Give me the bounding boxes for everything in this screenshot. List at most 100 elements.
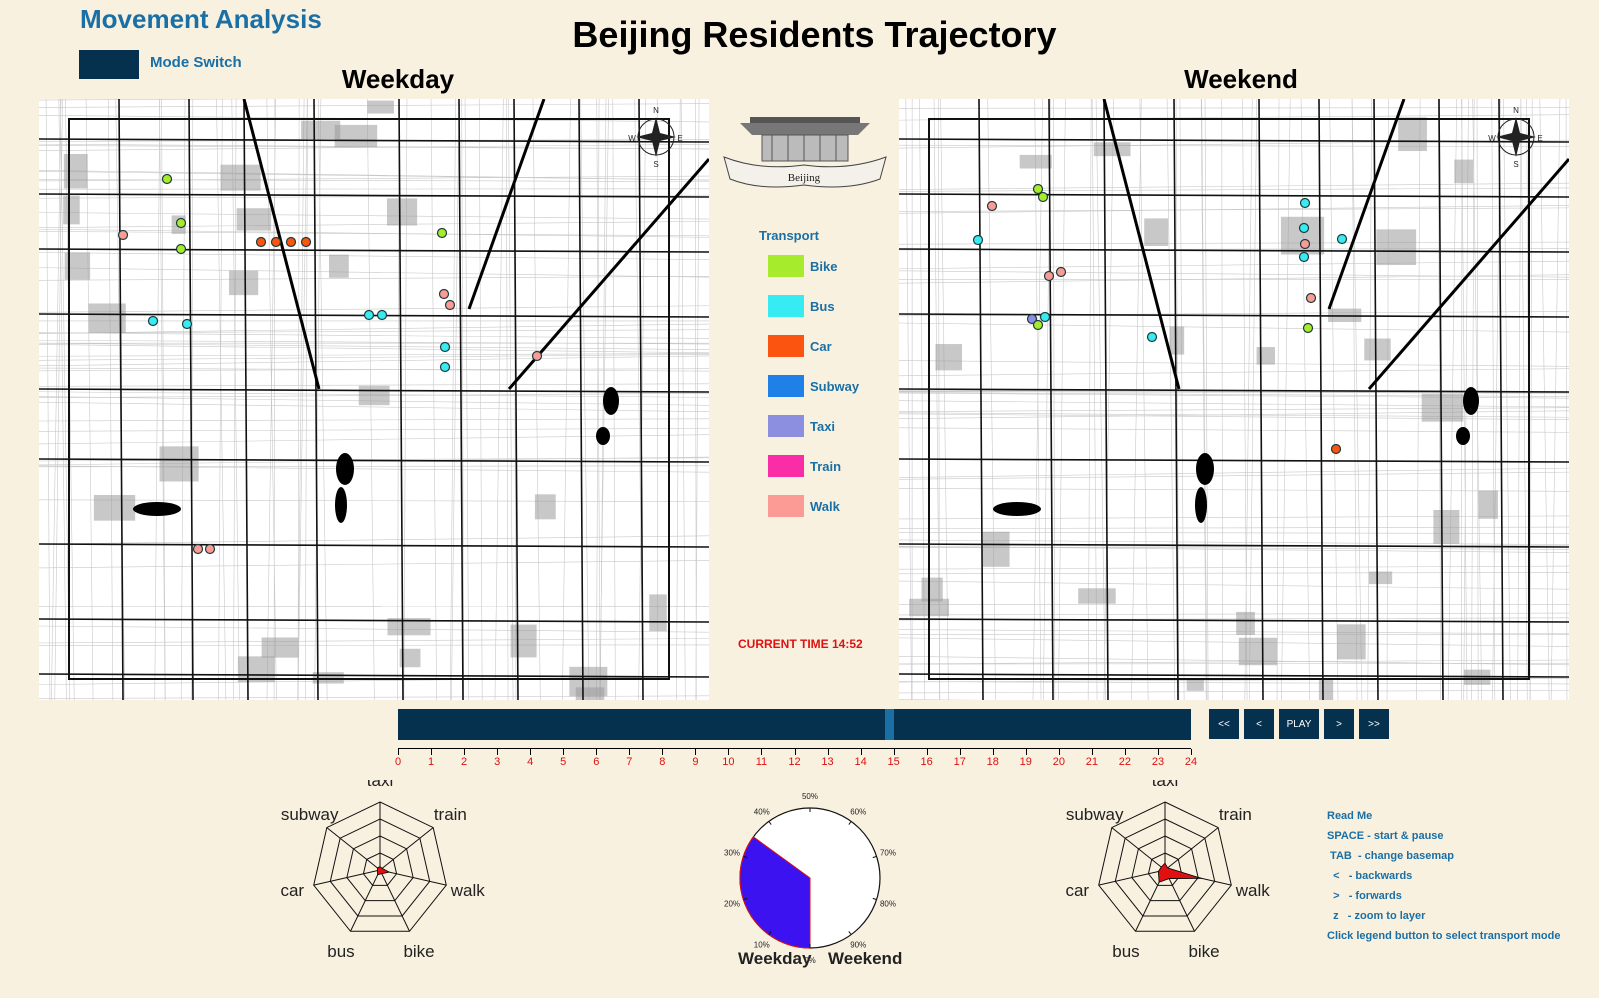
pie-tick-label: 10% (754, 940, 770, 949)
pie-tick (872, 897, 877, 901)
timeline-tick-label: 0 (394, 756, 402, 768)
radar-axis (379, 869, 447, 886)
timeline-tick (695, 749, 697, 755)
timeline-tick (464, 749, 466, 755)
legend-item-walk[interactable]: Walk (768, 494, 840, 518)
radar-axis (379, 869, 410, 932)
radar-axis (1164, 827, 1219, 871)
compass-letter: N (1513, 106, 1519, 115)
timeline-tick-label: 12 (788, 756, 801, 768)
weekend-map[interactable]: N S E W (899, 99, 1569, 700)
compass-letter: W (1488, 134, 1496, 143)
mode-switch-label: Mode Switch (150, 54, 242, 71)
legend-item-train[interactable]: Train (768, 454, 841, 478)
legend-swatch (768, 495, 804, 517)
compass-letter: S (653, 160, 658, 169)
timeline-tick (1025, 749, 1027, 755)
legend-swatch (768, 295, 804, 317)
compass-icon (1496, 117, 1536, 157)
timeline-tick (530, 749, 532, 755)
legend-label: Bike (810, 258, 838, 274)
timeline-tick (1091, 749, 1093, 755)
legend-label: Subway (810, 378, 860, 394)
timeline-tick (860, 749, 862, 755)
radar-axis-label: car (1065, 881, 1089, 900)
weekday-weekend-pie: 0% 10% 20% 30% 40% 50% 60% 70% 80% 90% Weekday Week… (724, 792, 902, 968)
pie-weekday-label: Weekday (738, 949, 812, 968)
weekday-map[interactable]: N S E W (39, 99, 709, 700)
compass-letter: W (628, 134, 636, 143)
pie-tick (872, 855, 877, 859)
next-button[interactable]: > (1324, 709, 1354, 739)
radar-axis-label: taxi (367, 780, 393, 790)
readme-line: z - zoom to layer (1327, 910, 1426, 922)
timeline-tick (1058, 749, 1060, 755)
timeline-tick (827, 749, 829, 755)
pie-tick-label: 80% (880, 899, 896, 908)
timeline-tick (1157, 749, 1159, 755)
timeline-tick-label: 5 (560, 756, 567, 768)
readme-line: SPACE - start & pause (1327, 830, 1444, 842)
timeline-tick-label: 3 (494, 756, 501, 768)
radar-axis-label: taxi (1152, 780, 1178, 790)
timeline-tick-label: 22 (1118, 756, 1132, 768)
radar-axis-label: bus (1112, 942, 1139, 961)
radar-axis-label: car (280, 881, 304, 900)
timeline-tick-label: 14 (854, 756, 867, 768)
timeline-tick-label: 4 (527, 756, 534, 768)
radar-grid-ring (1147, 852, 1183, 886)
timeline-tick-label: 10 (722, 756, 735, 768)
legend-item-subway[interactable]: Subway (768, 374, 859, 398)
timeline-tick-label: 1 (427, 756, 435, 768)
pie-weekday-slice (739, 836, 811, 949)
radar-axis-label: train (434, 805, 467, 824)
timeline-tick-label: 19 (1019, 756, 1032, 768)
legend-swatch (768, 455, 804, 477)
pie-tick (743, 855, 748, 859)
compass-icon (636, 117, 676, 157)
readme-line: Click legend button to select transport … (1327, 930, 1561, 942)
timeline-tick-label: 24 (1184, 756, 1198, 768)
radar-axis-label: walk (450, 881, 486, 900)
timeline-tick (563, 749, 565, 755)
radar-axis (1111, 827, 1166, 871)
compass-letter: S (1513, 160, 1518, 169)
pie-tick-label: 0% (804, 956, 816, 965)
timeline-tick-label: 7 (626, 756, 633, 768)
play-button[interactable]: PLAY (1279, 709, 1319, 739)
legend-item-bike[interactable]: Bike (768, 254, 837, 278)
legend-label: Car (810, 338, 832, 354)
radar-axis (379, 827, 434, 871)
timeline-tick (728, 749, 730, 755)
pie-tick (768, 931, 772, 935)
mode-switch-button[interactable] (79, 50, 139, 79)
compass-letter: E (677, 134, 682, 143)
radar-axis-label: bus (327, 942, 354, 961)
compass-letter: E (1537, 134, 1542, 143)
weekday-radar-shape (376, 866, 391, 876)
radar-axis-label: bike (1188, 942, 1219, 961)
pie-tick-label: 30% (724, 849, 740, 858)
pie-tick (848, 931, 852, 935)
weekday-radar-chart: taxi train walk bike bus car subway (280, 780, 486, 961)
legend-label: Taxi (810, 418, 836, 434)
prev-button[interactable]: < (1244, 709, 1274, 739)
timeline-tick (794, 749, 796, 755)
radar-axis-label: walk (1235, 881, 1271, 900)
weekend-radar-chart: taxi train walk bike bus car subway (1065, 780, 1271, 961)
timeline-tick (926, 749, 928, 755)
legend-label: Train (810, 458, 842, 474)
timeline-slider[interactable] (398, 709, 1191, 740)
timeline-tick-label: 18 (986, 756, 999, 768)
legend-item-taxi[interactable]: Taxi (768, 414, 835, 438)
timeline-thumb[interactable] (885, 709, 895, 740)
timeline-tick (398, 749, 399, 755)
legend-label: Bus (810, 298, 835, 314)
legend-item-car[interactable]: Car (768, 334, 832, 358)
first-button[interactable]: << (1209, 709, 1239, 739)
compass-letter: N (653, 106, 659, 115)
last-button[interactable]: >> (1359, 709, 1389, 739)
timeline-tick-label: 6 (593, 756, 600, 768)
legend-item-bus[interactable]: Bus (768, 294, 835, 318)
pie-tick (743, 897, 748, 901)
